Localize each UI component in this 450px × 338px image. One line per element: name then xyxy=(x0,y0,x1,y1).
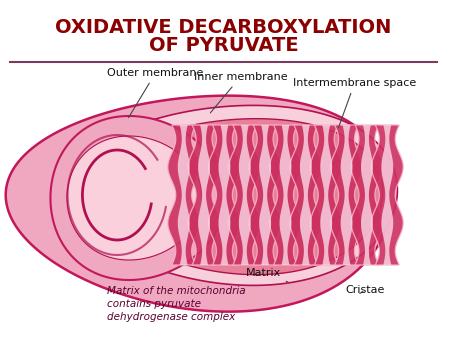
Polygon shape xyxy=(188,125,220,265)
Polygon shape xyxy=(279,125,292,265)
Polygon shape xyxy=(249,125,281,265)
Polygon shape xyxy=(361,125,373,265)
Text: Inner membrane: Inner membrane xyxy=(194,72,287,113)
Polygon shape xyxy=(229,125,261,265)
Polygon shape xyxy=(381,125,393,265)
Polygon shape xyxy=(178,125,189,265)
Polygon shape xyxy=(341,125,352,265)
Polygon shape xyxy=(218,125,230,265)
Polygon shape xyxy=(239,125,251,265)
Polygon shape xyxy=(259,125,271,265)
Text: Outer membrane: Outer membrane xyxy=(107,68,203,118)
Polygon shape xyxy=(320,125,332,265)
Text: OXIDATIVE DECARBOXYLATION: OXIDATIVE DECARBOXYLATION xyxy=(55,18,392,37)
Text: Matrix of the mitochondria
contains pyruvate
dehydrogenase complex: Matrix of the mitochondria contains pyru… xyxy=(107,286,246,322)
Polygon shape xyxy=(168,125,200,265)
Polygon shape xyxy=(70,105,397,285)
Polygon shape xyxy=(198,125,210,265)
Polygon shape xyxy=(6,96,393,312)
Text: Cristae: Cristae xyxy=(346,285,385,295)
Polygon shape xyxy=(67,136,202,260)
Polygon shape xyxy=(290,125,322,265)
Polygon shape xyxy=(95,119,383,275)
Polygon shape xyxy=(50,116,225,280)
Polygon shape xyxy=(371,125,403,265)
Polygon shape xyxy=(310,125,342,265)
Polygon shape xyxy=(331,125,362,265)
Polygon shape xyxy=(300,125,312,265)
Text: Matrix: Matrix xyxy=(246,268,288,282)
Text: Intermembrane space: Intermembrane space xyxy=(293,78,416,127)
Text: OF PYRUVATE: OF PYRUVATE xyxy=(148,36,298,55)
Polygon shape xyxy=(351,125,383,265)
Polygon shape xyxy=(270,125,302,265)
Polygon shape xyxy=(208,125,240,265)
